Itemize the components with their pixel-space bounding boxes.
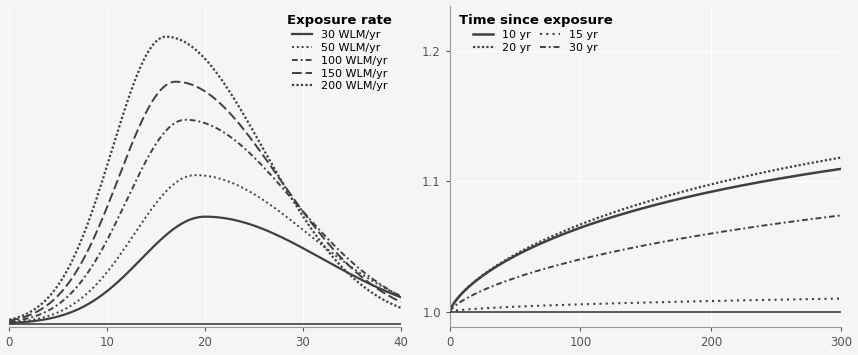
Legend: 30 WLM/yr, 50 WLM/yr, 100 WLM/yr, 150 WLM/yr, 200 WLM/yr: 30 WLM/yr, 50 WLM/yr, 100 WLM/yr, 150 WL… xyxy=(284,11,396,95)
Legend: 10 yr, 20 yr, 15 yr, 30 yr: 10 yr, 20 yr, 15 yr, 30 yr xyxy=(456,11,616,56)
